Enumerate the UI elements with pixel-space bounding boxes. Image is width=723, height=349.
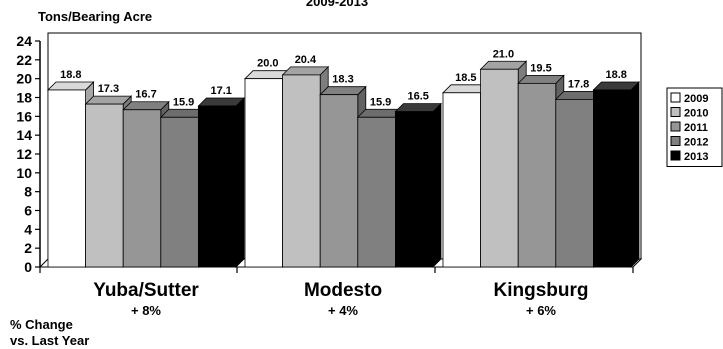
y-tick-label: 0 [24,259,32,275]
bar-front [85,103,124,268]
y-tick-label: 20 [16,71,32,87]
bar-front [480,68,519,268]
legend-swatch [670,136,681,146]
bar-value-label: 17.8 [568,78,589,90]
bar-side [630,81,640,268]
bar-value-label: 18.3 [332,74,353,86]
bar-front [160,116,199,268]
chart-title: 2009-2013 [306,0,368,9]
y-tick-label: 2 [24,240,32,256]
bar-front [282,74,321,268]
bar-value-label: 21.0 [493,48,514,60]
bar-top [517,74,565,84]
bar-value-label: 16.7 [135,89,156,101]
bar-value-label: 19.5 [530,62,551,74]
bar-top [592,81,640,91]
y-tick-label: 18 [16,90,32,106]
legend-swatch [670,92,681,103]
pct-change-label-line1: % Change [10,317,73,332]
legend: 2009 2010 2011 2012 2013 [666,87,723,167]
bar-front [244,78,283,268]
bar-side [235,97,245,268]
bar-value-label: 17.1 [210,85,231,97]
bar-front [555,98,594,268]
legend-item: 2011 [670,121,708,134]
percent-change-labels: + 8% + 4% + 6% [131,303,556,318]
category-label: Kingsburg [494,280,589,301]
legend-label: 2012 [684,137,708,149]
y-tick-label: 24 [16,33,32,49]
bar [592,81,640,268]
y-tick-label: 12 [16,146,32,162]
bar-front [122,109,162,268]
legend-label: 2013 [684,151,708,163]
category-labels: Yuba/Sutter Modesto Kingsburg [93,280,588,301]
legend-swatch [670,150,681,161]
y-tick-label: 10 [16,165,32,181]
bar-front [197,105,237,268]
legend-swatch [670,107,681,117]
bar [394,102,442,268]
y-tick-label: 8 [24,184,32,200]
y-tick-label: 4 [24,221,32,237]
y-tick-label: 14 [16,127,32,143]
legend-item: 2009 [670,92,708,105]
percent-change-value: + 6% [526,303,556,318]
bar-front [394,111,434,268]
bar-value-label: 15.9 [173,96,194,108]
bar-value-label: 15.9 [370,96,391,108]
bar-front [47,89,86,268]
bar-front [442,92,481,268]
bar-value-label: 16.5 [407,91,428,103]
bar-value-label: 18.5 [455,72,476,84]
bar-top [122,101,170,111]
y-tick-label: 6 [24,203,32,219]
bar-value-label: 18.8 [605,69,626,81]
bar-top [47,81,95,91]
bar-value-label: 20.0 [257,58,278,70]
bar-front [517,82,557,268]
value-labels: 18.8 17.3 16.7 15.9 17.1 20.0 20.4 18.3 15.9 16.5… [60,48,627,108]
pct-change-label-line2: vs. Last Year [10,333,89,348]
category-label: Modesto [304,280,382,301]
plot-area: 18.8 17.3 16.7 15.9 17.1 20.0 20.4 18.3 15.9 16.5… [16,32,643,275]
bar-top [479,60,528,70]
y-axis-label: Tons/Bearing Acre [38,9,152,24]
bars [47,60,640,268]
bar-front [319,94,359,268]
legend-label: 2009 [684,93,708,105]
bar-value-label: 18.8 [60,69,81,81]
bar-top [394,103,442,113]
bar-front [593,89,632,268]
bar-value-label: 20.4 [295,54,317,66]
legend-swatch [670,121,681,132]
y-tick-label: 22 [16,52,32,68]
bar-front [357,116,396,268]
bar-value-label: 17.3 [98,83,119,95]
percent-change-value: + 4% [328,303,358,318]
bar-top [197,97,245,107]
category-label: Yuba/Sutter [93,280,199,301]
bar [197,97,245,268]
bar-top [281,66,330,76]
legend-label: 2010 [684,108,708,120]
legend-item: 2010 [670,107,708,120]
percent-change-value: + 8% [131,303,161,318]
bar-top [319,86,367,96]
bar-top [84,95,133,105]
legend-item: 2012 [670,136,708,149]
legend-label: 2011 [684,122,708,134]
legend-item: 2013 [670,150,708,163]
bar-side [432,102,442,268]
x-ticks [39,267,634,273]
y-tick-label: 16 [16,108,32,124]
